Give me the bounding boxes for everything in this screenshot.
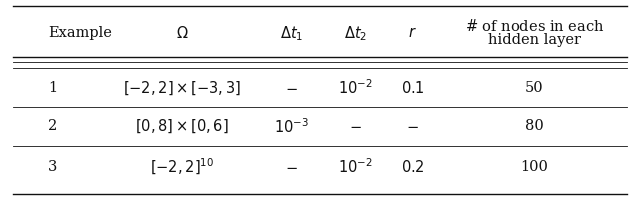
Text: $0.2$: $0.2$ [401,159,424,175]
Text: $[0,8]\times[0,6]$: $[0,8]\times[0,6]$ [136,118,229,135]
Text: $-$: $-$ [349,119,362,133]
Text: $[-2,2]\times[-3,3]$: $[-2,2]\times[-3,3]$ [124,79,241,97]
Text: 3: 3 [48,160,58,174]
Text: $-$: $-$ [285,81,298,95]
Text: $10^{-3}$: $10^{-3}$ [274,117,308,136]
Text: 1: 1 [48,81,57,95]
Text: 80: 80 [525,119,544,133]
Text: $\Delta t_1$: $\Delta t_1$ [280,24,303,43]
Text: $\Omega$: $\Omega$ [176,25,189,41]
Text: 100: 100 [520,160,548,174]
Text: $[-2,2]^{10}$: $[-2,2]^{10}$ [150,157,214,177]
Text: $10^{-2}$: $10^{-2}$ [338,157,372,176]
Text: $\Delta t_2$: $\Delta t_2$ [344,24,367,43]
Text: $-$: $-$ [406,119,419,133]
Text: $-$: $-$ [285,160,298,174]
Text: Example: Example [48,26,112,40]
Text: $\#$ of nodes in each: $\#$ of nodes in each [465,18,604,34]
Text: 50: 50 [525,81,544,95]
Text: $0.1$: $0.1$ [401,80,425,96]
Text: 2: 2 [48,119,57,133]
Text: $10^{-2}$: $10^{-2}$ [338,79,372,97]
Text: hidden layer: hidden layer [488,33,581,47]
Text: $r$: $r$ [408,26,417,40]
